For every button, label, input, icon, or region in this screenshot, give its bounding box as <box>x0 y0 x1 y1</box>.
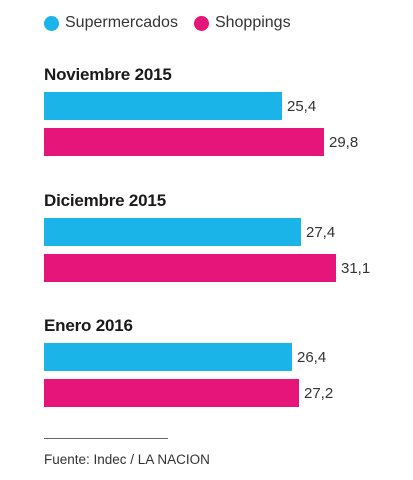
data-label: 31,1 <box>341 259 371 277</box>
bar-row: 29,8 <box>44 128 358 156</box>
source-note: Fuente: Indec / LA NACION <box>44 452 210 467</box>
source-divider <box>44 438 168 439</box>
bar-shoppings <box>44 254 336 282</box>
bar-row: 26,4 <box>44 343 326 371</box>
data-label: 27,2 <box>304 384 334 402</box>
data-label: 27,4 <box>306 223 336 241</box>
data-label: 25,4 <box>287 97 317 115</box>
category-label: Enero 2016 <box>44 316 133 335</box>
chart-legend: Supermercados Shoppings <box>44 13 307 33</box>
bar-row: 25,4 <box>44 92 316 120</box>
bar-row: 27,4 <box>44 218 335 246</box>
legend-label-shoppings: Shoppings <box>214 14 291 31</box>
legend-item-supermercados: Supermercados <box>44 14 178 32</box>
category-label: Diciembre 2015 <box>44 191 166 210</box>
bar-supermercados <box>44 92 282 120</box>
bar-group-2: Enero 2016 26,4 27,2 <box>44 315 333 407</box>
legend-swatch-shoppings <box>193 15 209 31</box>
bar-shoppings <box>44 128 324 156</box>
category-label: Noviembre 2015 <box>44 65 172 84</box>
bar-supermercados <box>44 343 292 371</box>
bar-row: 27,2 <box>44 379 333 407</box>
bar-supermercados <box>44 218 301 246</box>
legend-label-supermercados: Supermercados <box>65 14 178 31</box>
bar-group-0: Noviembre 2015 25,4 29,8 <box>44 64 358 156</box>
data-label: 29,8 <box>329 133 359 151</box>
bar-shoppings <box>44 379 299 407</box>
legend-swatch-supermercados <box>44 15 59 31</box>
bar-group-1: Diciembre 2015 27,4 31,1 <box>44 190 370 282</box>
legend-item-shoppings: Shoppings <box>193 14 291 32</box>
bar-row: 31,1 <box>44 254 370 282</box>
data-label: 26,4 <box>297 348 327 366</box>
